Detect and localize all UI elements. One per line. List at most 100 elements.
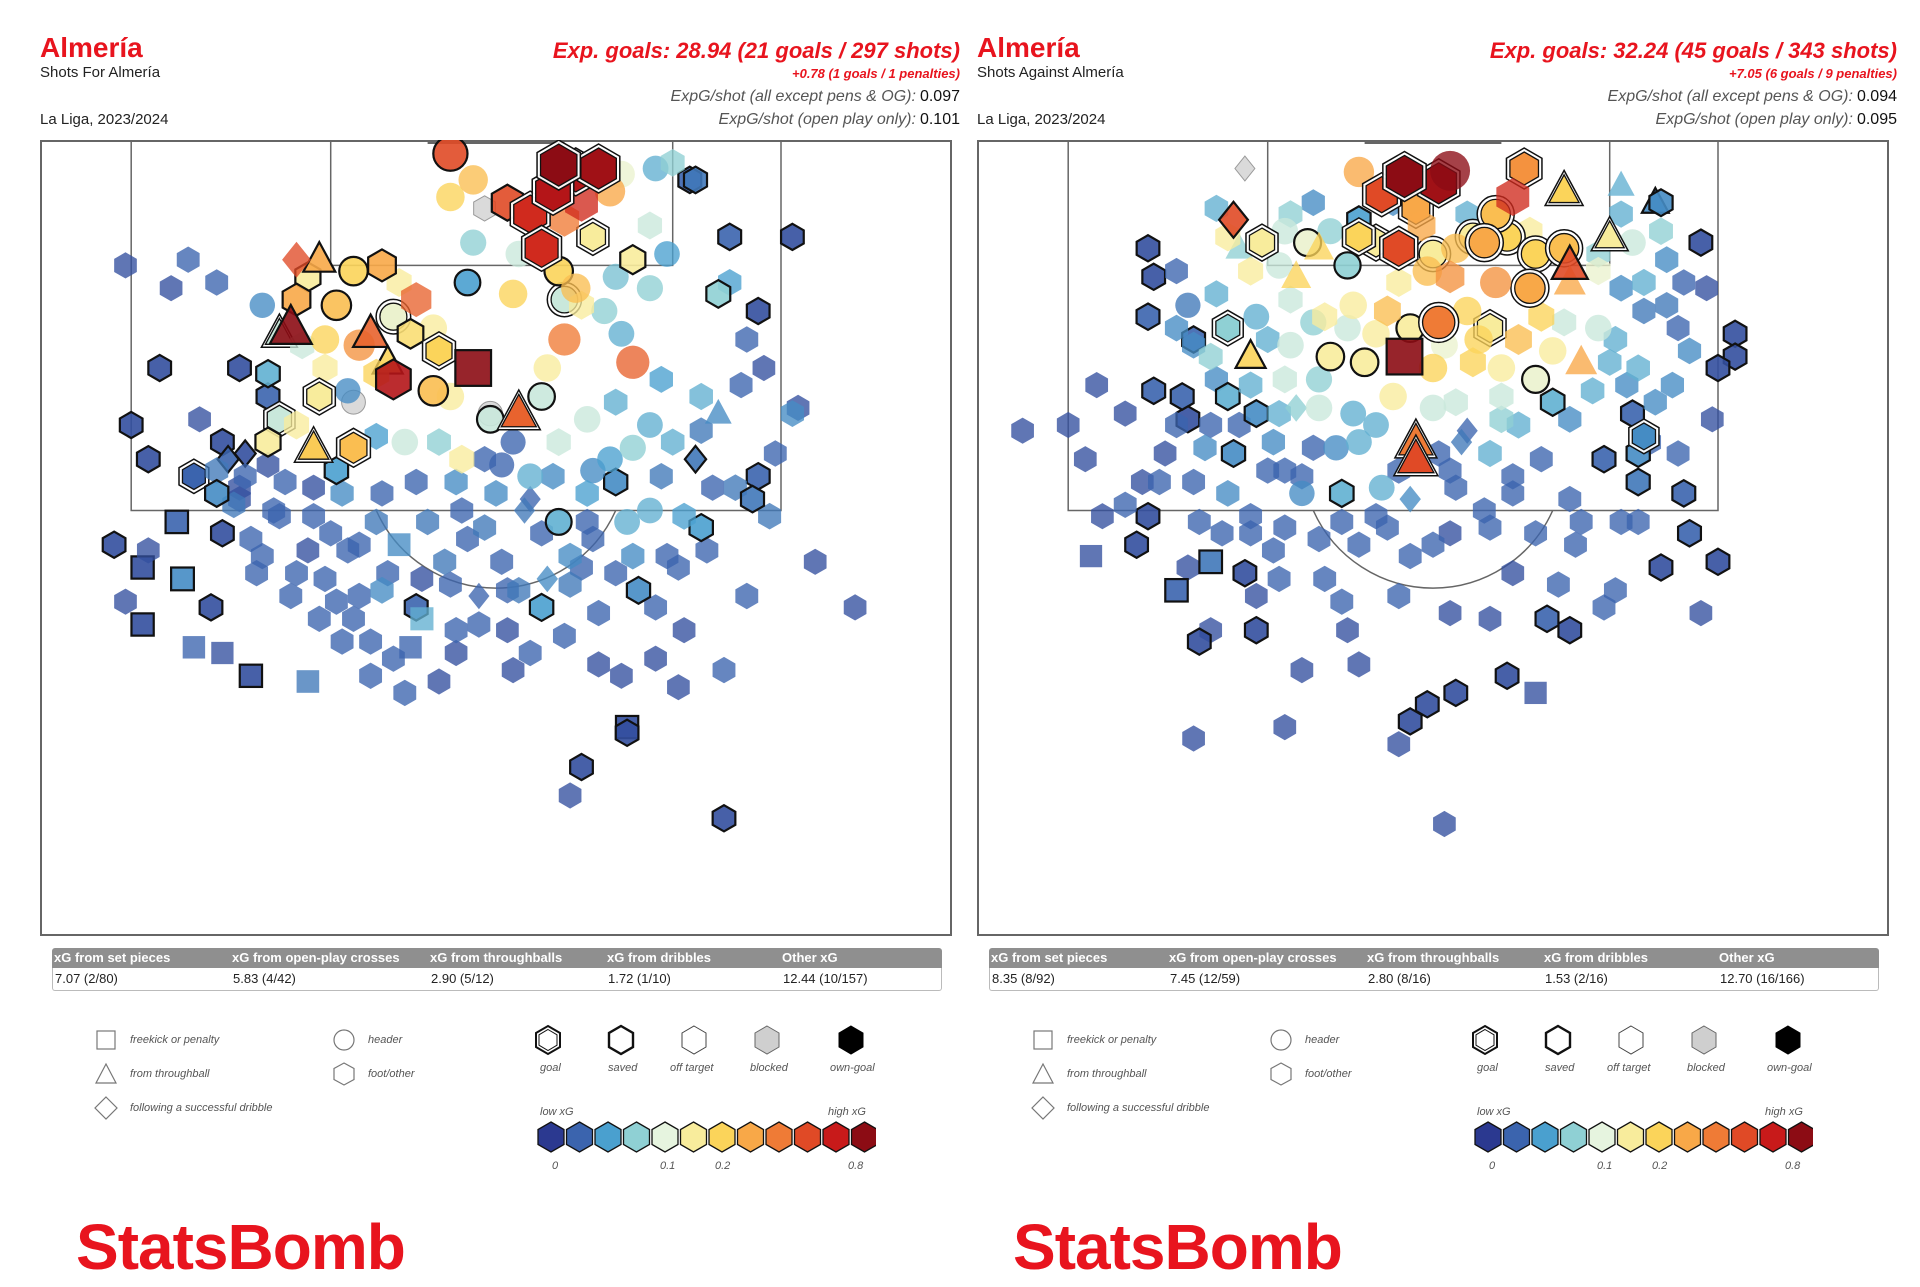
shot-marker-freekick-saved (454, 349, 493, 387)
xg-summary-table: xG from set pieces xG from open-play cro… (52, 948, 942, 992)
shot-marker-foot-off-target (136, 537, 160, 564)
legend-label: off target (670, 1062, 714, 1074)
shot-marker-foot-off-target (1433, 810, 1456, 838)
shot-marker-foot-off-target (324, 588, 348, 615)
shot-marker-foot-saved (1243, 398, 1270, 429)
shot-marker-foot-off-target (695, 537, 719, 564)
shot-marker-foot-off-target (701, 474, 725, 501)
grey-hexagon-icon (1691, 1025, 1717, 1055)
shot-marker-foot-off-target (649, 365, 673, 393)
shot-marker-header-saved (527, 382, 557, 411)
summary-value: 7.45 (12/59) (1170, 971, 1241, 986)
shot-marker-foot-off-target (359, 662, 383, 689)
shot-marker-foot-off-target (450, 497, 474, 524)
shot-marker-foot-off-target (1398, 542, 1422, 570)
shot-marker-foot-off-target (1592, 594, 1616, 621)
shot-marker-header-off-target (636, 412, 663, 438)
shot-marker-foot-off-target (729, 371, 753, 399)
shot-marker-foot-saved (1214, 381, 1241, 412)
shot-marker-foot-off-target (1529, 446, 1553, 473)
shot-marker-foot-off-target (330, 628, 354, 655)
shot-marker-foot-saved (779, 222, 805, 252)
shot-marker-foot-off-target (644, 594, 668, 621)
shot-marker-throughball-saved (1549, 243, 1590, 280)
shot-marker-foot-saved (255, 358, 281, 389)
shot-marker-foot-off-target (1609, 200, 1633, 228)
shot-marker-throughball-off-target (704, 398, 732, 424)
xg-scale-swatch (537, 1121, 565, 1153)
shot-marker-foot-off-target (752, 354, 776, 382)
shot-marker-header-off-target (608, 320, 635, 347)
legend-label: freekick or penalty (1067, 1034, 1157, 1046)
xg-summary-table: xG from set pieces xG from open-play cro… (989, 948, 1879, 992)
scale-tick: 0.1 (1597, 1160, 1613, 1172)
shot-marker-foot-off-target (1312, 302, 1338, 332)
shot-marker-foot-saved (101, 530, 127, 560)
shot-marker-foot-off-target (660, 428, 685, 456)
shot-marker-foot-off-target (689, 382, 713, 411)
shot-marker-foot-off-target (1011, 417, 1034, 444)
shot-marker-header-off-target (1175, 292, 1201, 318)
shot-marker-dribble-off-target (468, 582, 490, 610)
shot-marker-foot-off-target (1085, 372, 1109, 399)
shot-marker-foot-off-target (1272, 365, 1297, 394)
summary-value: 2.80 (8/16) (1368, 971, 1431, 986)
shot-marker-foot-off-target (1632, 297, 1656, 325)
shot-marker-header-off-target (636, 275, 664, 302)
shot-marker-foot-off-target (1489, 382, 1514, 411)
shot-marker-foot-saved (135, 444, 161, 474)
shot-marker-header-goal (1421, 305, 1456, 340)
shot-marker-header-saved (417, 374, 450, 407)
shot-marker-header-off-target (335, 378, 361, 404)
shot-marker-foot-saved (1135, 233, 1161, 263)
summary-header: xG from dribbles (607, 950, 712, 965)
shot-marker-header-saved (544, 507, 573, 536)
shot-marker-foot-off-target (735, 326, 759, 353)
shot-marker-foot-off-target (1528, 301, 1555, 332)
hexagon-icon (1270, 1062, 1292, 1086)
shot-marker-header-off-target (1362, 320, 1390, 348)
shot-marker-foot-off-target (1198, 342, 1223, 371)
scale-tick: 0.1 (660, 1160, 676, 1172)
shot-marker-foot-off-target (1666, 314, 1690, 342)
legend-label: goal (540, 1062, 561, 1074)
shot-marker-header-off-target (1305, 366, 1333, 393)
shot-marker-foot-off-target (1187, 508, 1211, 536)
xg-scale-swatch (736, 1121, 765, 1153)
shot-marker-foot-off-target (1501, 463, 1525, 490)
shot-marker-foot-off-target (1558, 405, 1582, 433)
shot-marker-header-off-target (1379, 382, 1407, 411)
shot-marker-header-off-target (1345, 429, 1372, 456)
xg-color-scale (537, 1121, 876, 1153)
shot-marker-foot-off-target (1164, 314, 1189, 342)
xg-scale-swatch (565, 1121, 594, 1153)
shot-marker-foot-saved (1414, 689, 1440, 719)
shot-marker-foot-off-target (1672, 269, 1696, 296)
shot-marker-header-off-target (1418, 353, 1448, 383)
shot-marker-header-off-target (458, 165, 488, 195)
shot-marker-foot-off-target (655, 542, 679, 570)
shot-marker-foot-saved (396, 317, 425, 350)
xg-scale-swatch (1730, 1121, 1759, 1153)
shot-markers (101, 140, 867, 833)
shot-marker-foot-off-target (1632, 268, 1656, 297)
shot-marker-header-off-target (1441, 233, 1471, 264)
shot-marker-foot-off-target (1387, 582, 1411, 610)
shot-marker-foot-saved (254, 426, 282, 458)
summary-header: xG from open-play crosses (1169, 950, 1337, 965)
shot-marker-foot-off-target (401, 282, 432, 318)
shot-marker-foot-saved (1557, 615, 1583, 645)
shot-marker-foot-off-target (330, 480, 354, 507)
shot-marker-foot-off-target (1603, 577, 1627, 604)
shot-marker-foot-off-target (1524, 520, 1548, 547)
shot-marker-dribble-saved (1217, 200, 1250, 240)
shot-marker-header-off-target (533, 354, 562, 382)
shot-marker-foot-off-target (381, 645, 405, 672)
shot-marker-header-off-target (654, 241, 680, 267)
shot-marker-header-goal (1468, 226, 1501, 259)
scale-tick: 0.2 (1652, 1160, 1668, 1172)
shot-marker-foot-off-target (1165, 411, 1188, 439)
scale-low-label: low xG (1477, 1106, 1511, 1118)
shot-marker-foot-off-target (1626, 354, 1650, 382)
shot-marker-foot-off-target (541, 462, 565, 490)
